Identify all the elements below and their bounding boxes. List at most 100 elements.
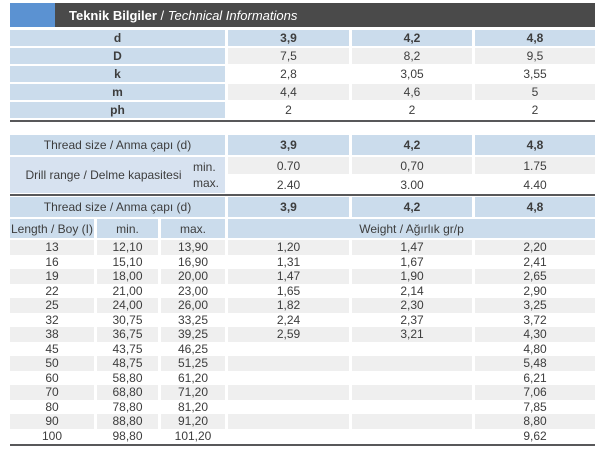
max-cell: 101,20 [161,428,225,443]
length-cell: 38 [10,327,94,342]
column-header-row: Length / Boy (I) min. max. Weight / Ağır… [10,219,595,238]
table-row: 50 48,75 51,25 5,48 [10,356,595,371]
cell: 2 [352,102,472,118]
length-cell: 80 [10,399,94,414]
min-cell: 30,75 [97,312,158,327]
min-cell: 78,80 [97,399,158,414]
min-cell: 12,10 [97,240,158,255]
cell: 2.40 [276,177,301,192]
min-cell: 88,80 [97,414,158,429]
cell: 3,55 [475,66,595,82]
cell: 3,9 [228,30,349,46]
drill-range-body: Drill range / Delme kapasitesi min. max.… [10,157,595,193]
weight-cell: 2,59 [228,327,349,342]
cell: 0,70 [352,157,472,174]
weight-cell: 1,47 [352,240,472,255]
section-title-english: Technical Informations [167,7,298,23]
brand-accent-square [10,3,55,27]
min-cell: 24,00 [97,298,158,313]
weight-cell [352,356,472,371]
length-cell: 25 [10,298,94,313]
min-max-labels: min. max. [193,158,219,192]
length-cell: 22 [10,283,94,298]
row-label: ph [10,102,225,118]
length-cell: 16 [10,254,94,269]
table-row: 19 18,00 20,00 1,47 1,90 2,65 [10,269,595,284]
section-title-turkish: Teknik Bilgiler [69,7,157,23]
table-row: 13 12,10 13,90 1,20 1,47 2,20 [10,240,595,255]
min-cell: 58,80 [97,370,158,385]
cell: 2,8 [228,66,349,82]
row-label: d [10,30,225,46]
table-row: 38 36,75 39,25 2,59 3,21 4,30 [10,327,595,342]
catalog-page: Teknik Bilgiler / Technical Informations… [10,3,595,446]
table-row: m 4,4 4,6 5 [10,84,595,100]
table-row: 100 98,80 101,20 9,62 [10,428,595,443]
max-cell: 71,20 [161,385,225,400]
min-cell: 21,00 [97,283,158,298]
max-cell: 51,25 [161,356,225,371]
length-cell: 100 [10,428,94,443]
weight-cell: 1,67 [352,254,472,269]
weight-cell: 1,90 [352,269,472,284]
thread-size-label: Thread size / Anma çapı (d) [10,135,225,155]
length-cell: 19 [10,269,94,284]
table-row: ph 2 2 2 [10,102,595,118]
divider [10,120,595,122]
drill-range-label-cell: Drill range / Delme kapasitesi min. max. [10,157,225,193]
cell: 3,9 [228,135,349,155]
cell: 2 [475,102,595,118]
length-column-header: Length / Boy (I) [10,219,94,238]
weight-cell [228,414,349,429]
weight-cell: 5,48 [475,356,595,371]
weight-cell: 2,41 [475,254,595,269]
min-label: min. [192,160,216,174]
length-weight-table: Thread size / Anma çapı (d) 3,9 4,2 4,8 … [10,197,595,443]
cell: 4,8 [475,197,595,217]
weight-cell [352,414,472,429]
weight-cell [228,370,349,385]
max-cell: 39,25 [161,327,225,342]
max-cell: 13,90 [161,240,225,255]
drill-range-table: Thread size / Anma çapı (d) 3,9 4,2 4,8 … [10,135,595,193]
weight-cell [352,370,472,385]
weight-cell [352,385,472,400]
table-row: k 2,8 3,05 3,55 [10,66,595,82]
length-weight-rows: 13 12,10 13,90 1,20 1,47 2,20 16 15,10 1… [10,240,595,443]
thread-size-row: Thread size / Anma çapı (d) 3,9 4,2 4,8 [10,135,595,155]
table-row: 22 21,00 23,00 1,65 2,14 2,90 [10,283,595,298]
table-row: 90 88,80 91,20 8,80 [10,414,595,429]
weight-cell: 2,20 [475,240,595,255]
min-cell: 68,80 [97,385,158,400]
weight-cell: 7,85 [475,399,595,414]
cell: 2 [228,102,349,118]
min-column-header: min. [97,219,158,238]
cell: 4,8 [475,30,595,46]
weight-cell [352,399,472,414]
weight-cell: 1,47 [228,269,349,284]
length-cell: 13 [10,240,94,255]
max-column-header: max. [161,219,225,238]
cell: 4,4 [228,84,349,100]
cell: 9,5 [475,48,595,64]
weight-cell: 4,30 [475,327,595,342]
table-row: 70 68,80 71,20 7,06 [10,385,595,400]
length-cell: 50 [10,356,94,371]
weight-cell: 1,31 [228,254,349,269]
table-row: d 3,9 4,2 4,8 [10,30,595,46]
table-row: D 7,5 8,2 9,5 [10,48,595,64]
max-cell: 26,00 [161,298,225,313]
weight-cell [228,399,349,414]
weight-cell: 3,21 [352,327,472,342]
thread-size-row: Thread size / Anma çapı (d) 3,9 4,2 4,8 [10,197,595,217]
weight-cell: 2,24 [228,312,349,327]
weight-cell [228,341,349,356]
cell: 4,8 [475,135,595,155]
weight-cell: 9,62 [475,428,595,443]
weight-cell: 3,25 [475,298,595,313]
max-cell: 33,25 [161,312,225,327]
length-cell: 60 [10,370,94,385]
min-cell: 36,75 [97,327,158,342]
cell: 7,5 [228,48,349,64]
max-cell: 16,90 [161,254,225,269]
